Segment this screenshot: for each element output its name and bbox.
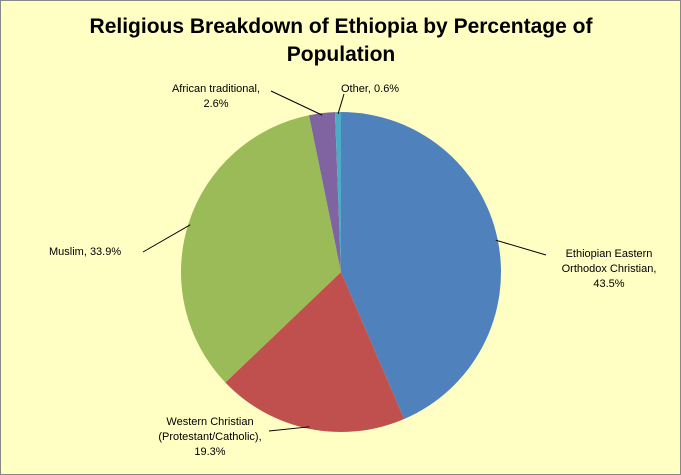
chart-title: Religious Breakdown of Ethiopia by Perce… xyxy=(89,15,593,66)
leader-line xyxy=(142,224,191,253)
leader-line xyxy=(270,90,323,116)
data-label: Muslim, 33.9% xyxy=(49,246,122,258)
pie-slice xyxy=(309,112,341,272)
pie-slice xyxy=(341,112,501,420)
data-label: Ethiopian Eastern Orthodox Christian, 43… xyxy=(561,248,657,290)
data-label: African traditional, 2.6% xyxy=(171,83,261,110)
pie-slice xyxy=(181,115,341,383)
pie-slice xyxy=(225,272,405,432)
leader-line xyxy=(495,239,547,256)
leader-line xyxy=(268,426,310,432)
pie-slice xyxy=(334,112,341,272)
data-label: Other, 0.6% xyxy=(341,83,400,95)
data-label: Western Christian (Protestant/Catholic),… xyxy=(158,416,262,458)
leader-line xyxy=(337,93,345,115)
